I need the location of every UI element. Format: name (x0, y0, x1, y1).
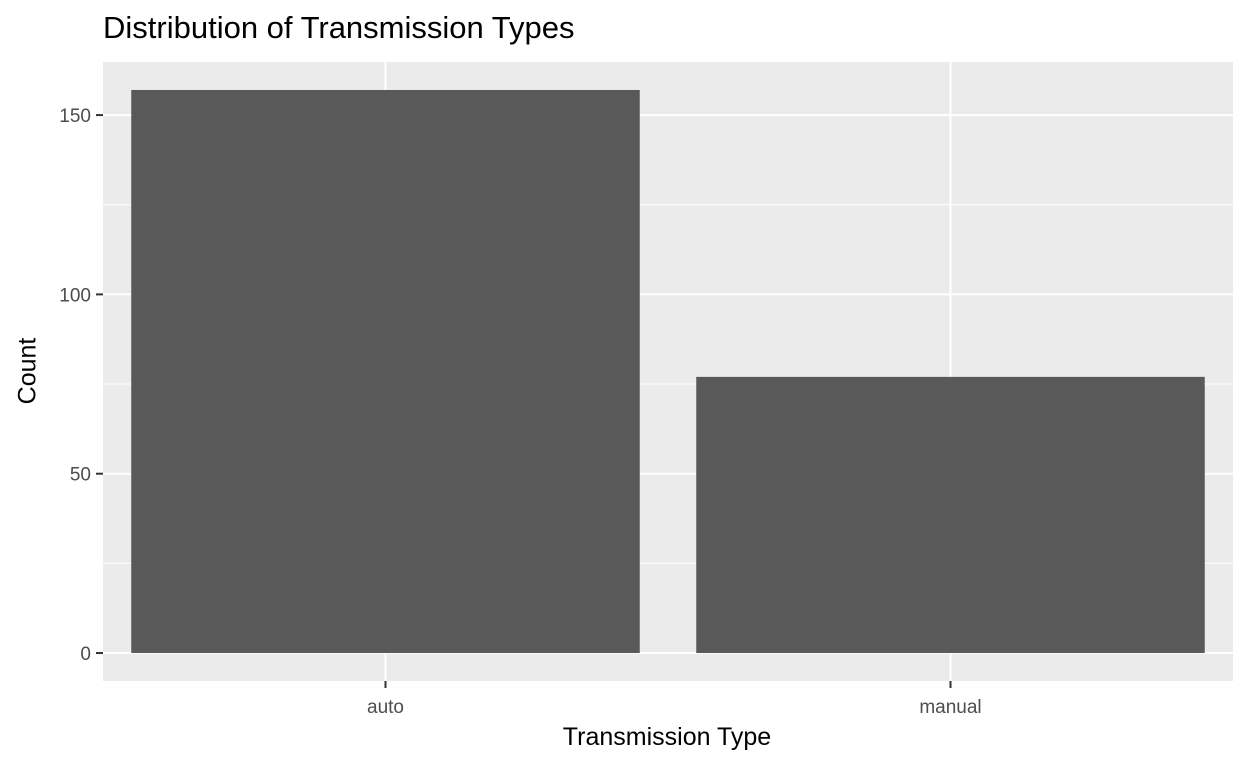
y-axis: 0 50 100 150 (59, 106, 103, 665)
x-axis-title: Transmission Type (562, 723, 772, 751)
bars (131, 89, 1205, 654)
y-tick-label: 0 (80, 644, 91, 665)
chart-title: Distribution of Transmission Types (103, 10, 575, 45)
bar-auto (131, 89, 640, 654)
x-tick-label: manual (919, 697, 981, 718)
x-tick-label: auto (367, 697, 404, 718)
y-tick-label: 150 (59, 106, 91, 127)
y-tick-label: 50 (70, 465, 91, 486)
x-axis: auto manual (367, 681, 982, 718)
bar-manual (696, 376, 1205, 654)
y-tick-label: 100 (59, 285, 91, 306)
